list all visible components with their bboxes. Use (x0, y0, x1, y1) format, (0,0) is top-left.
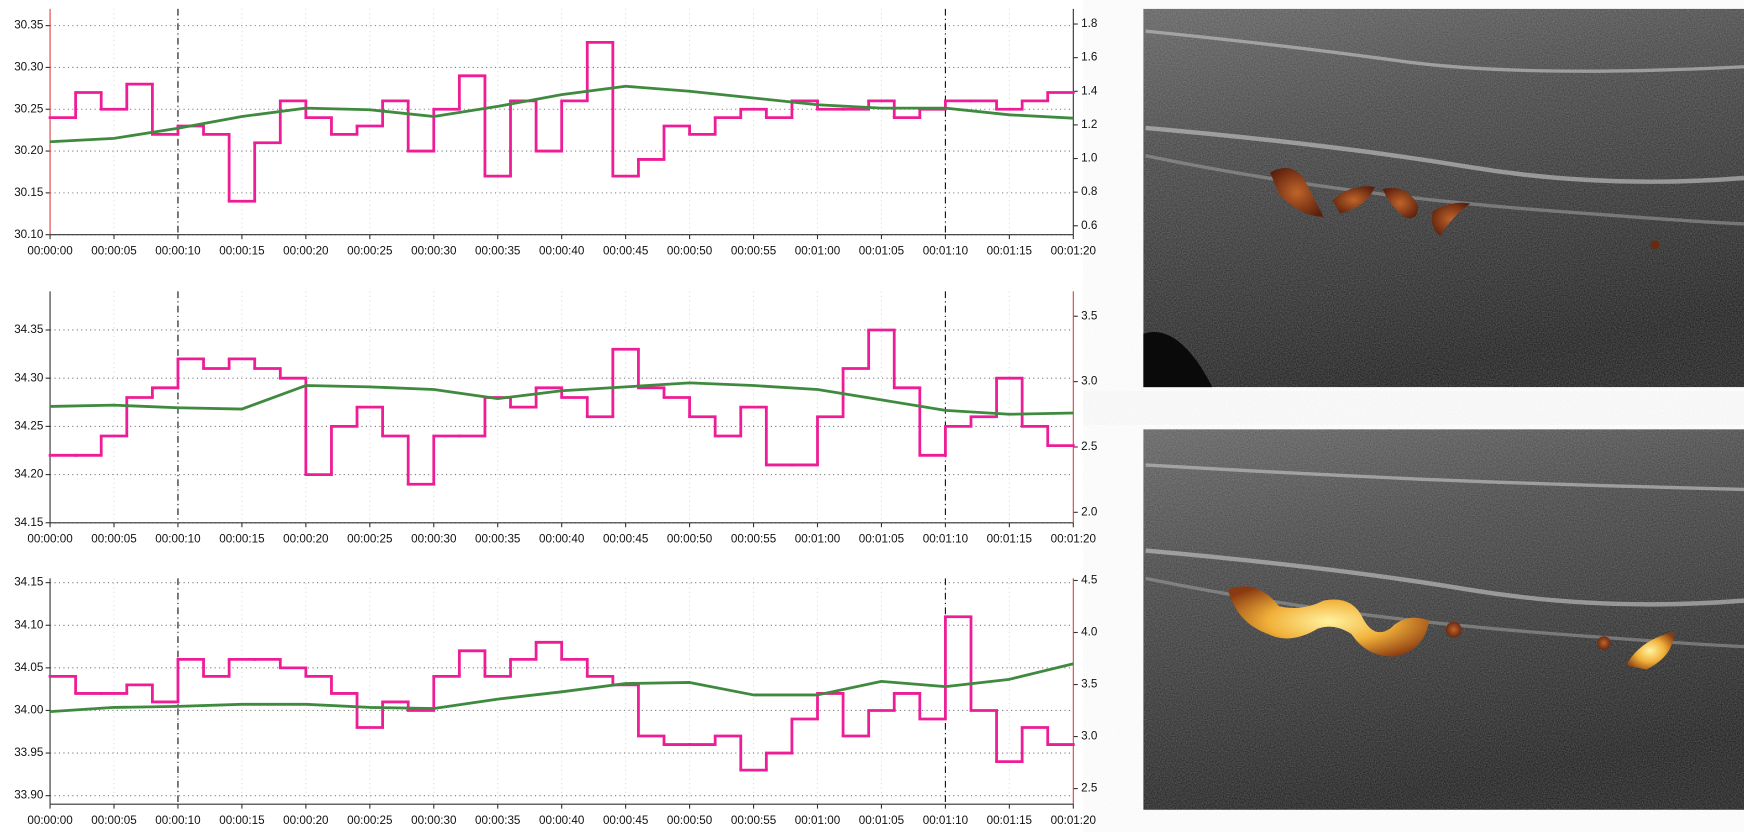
x-tick-label: 00:01:05 (859, 533, 904, 546)
x-tick-label: 00:00:10 (155, 533, 201, 546)
y-tick-label: 33.90 (14, 789, 44, 802)
x-tick-label: 00:01:00 (795, 814, 841, 827)
x-tick-label: 00:00:40 (539, 814, 585, 827)
y-tick-label: 33.95 (14, 746, 43, 759)
x-tick-label: 00:00:20 (283, 244, 329, 257)
x-tick-label: 00:00:10 (155, 244, 201, 257)
x-tick-label: 00:00:55 (731, 533, 776, 546)
x-tick-label: 00:01:15 (987, 814, 1032, 827)
x-tick-label: 00:00:40 (539, 533, 585, 546)
y-tick-label: 34.15 (14, 576, 43, 589)
y-tick-label: 34.35 (14, 323, 43, 336)
x-tick-label: 00:01:10 (923, 533, 969, 546)
x-tick-label: 00:00:55 (731, 244, 776, 257)
x-tick-label: 00:00:35 (475, 244, 520, 257)
x-tick-label: 00:01:15 (987, 533, 1032, 546)
y2-tick-label: 1.4 (1081, 84, 1098, 97)
y2-tick-label: 3.0 (1081, 730, 1098, 743)
y-tick-label: 34.25 (14, 419, 43, 432)
x-tick-label: 00:00:00 (27, 244, 73, 257)
y-tick-label: 30.10 (14, 228, 44, 241)
y2-tick-label: 0.6 (1081, 219, 1097, 232)
x-tick-label: 00:01:20 (1051, 814, 1097, 827)
x-tick-label: 00:00:25 (347, 533, 392, 546)
x-tick-label: 00:01:10 (923, 814, 969, 827)
y2-tick-label: 1.2 (1081, 118, 1097, 131)
x-tick-label: 00:00:05 (91, 244, 136, 257)
x-tick-label: 00:00:20 (283, 814, 329, 827)
y-tick-label: 30.30 (14, 61, 44, 74)
y2-tick-label: 1.8 (1081, 17, 1097, 30)
y-tick-label: 34.30 (14, 371, 44, 384)
x-tick-label: 00:01:05 (859, 244, 904, 257)
x-tick-label: 00:00:05 (91, 814, 136, 827)
y-tick-label: 30.20 (14, 144, 44, 157)
x-tick-label: 00:01:05 (859, 814, 904, 827)
ultrasound-image-bottom (1143, 429, 1744, 809)
x-tick-label: 00:00:15 (219, 533, 264, 546)
y2-tick-label: 0.8 (1081, 185, 1097, 198)
y2-tick-label: 1.0 (1081, 152, 1098, 165)
x-tick-label: 00:01:00 (795, 244, 841, 257)
x-tick-label: 00:00:00 (27, 533, 73, 546)
x-tick-label: 00:00:30 (411, 533, 457, 546)
x-tick-label: 00:00:15 (219, 244, 264, 257)
y2-tick-label: 2.5 (1081, 782, 1097, 795)
x-tick-label: 00:00:30 (411, 814, 457, 827)
y-tick-label: 34.20 (14, 468, 44, 481)
x-tick-label: 00:00:55 (731, 814, 776, 827)
x-tick-label: 00:00:25 (347, 814, 392, 827)
y2-tick-label: 4.0 (1081, 626, 1098, 639)
page: 00:00:00 00:00:05 00:00:10 00:00:15 00:00:20… (0, 0, 1744, 832)
x-tick-label: 00:00:50 (667, 814, 713, 827)
y2-tick-label: 3.5 (1081, 678, 1097, 691)
x-tick-label: 00:01:20 (1051, 244, 1097, 257)
x-tick-label: 00:00:40 (539, 244, 585, 257)
x-tick-label: 00:00:35 (475, 533, 520, 546)
x-tick-label: 00:00:00 (27, 814, 73, 827)
x-tick-label: 00:01:20 (1051, 533, 1097, 546)
y-tick-label: 30.15 (14, 186, 43, 199)
x-tick-label: 00:00:45 (603, 533, 648, 546)
x-tick-label: 00:00:50 (667, 533, 713, 546)
x-tick-label: 00:00:10 (155, 814, 201, 827)
y2-tick-label: 3.0 (1081, 375, 1098, 388)
y2-tick-label: 4.5 (1081, 574, 1097, 587)
x-tick-label: 00:01:15 (987, 244, 1032, 257)
x-tick-label: 00:00:25 (347, 244, 392, 257)
x-tick-label: 00:01:00 (795, 533, 841, 546)
y-tick-label: 34.10 (14, 618, 44, 631)
screen: 00:00:00 00:00:05 00:00:10 00:00:15 00:00:20… (0, 0, 1744, 832)
x-tick-label: 00:00:50 (667, 244, 713, 257)
x-tick-label: 00:00:35 (475, 814, 520, 827)
x-tick-label: 00:00:15 (219, 814, 264, 827)
y-tick-label: 34.05 (14, 661, 43, 674)
x-tick-label: 00:00:45 (603, 814, 648, 827)
y-tick-label: 34.15 (14, 516, 43, 529)
x-tick-label: 00:00:30 (411, 244, 457, 257)
y2-tick-label: 3.5 (1081, 309, 1097, 322)
y2-tick-label: 2.5 (1081, 440, 1097, 453)
x-tick-label: 00:00:20 (283, 533, 329, 546)
y-tick-label: 30.25 (14, 102, 43, 115)
y2-tick-label: 1.6 (1081, 51, 1097, 64)
x-tick-label: 00:01:10 (923, 244, 969, 257)
y-tick-label: 30.35 (14, 19, 43, 32)
y-tick-label: 34.00 (14, 704, 44, 717)
ultrasound-image-top (1143, 9, 1744, 387)
x-tick-label: 00:00:45 (603, 244, 648, 257)
x-tick-label: 00:00:05 (91, 533, 136, 546)
y2-tick-label: 2.0 (1081, 505, 1098, 518)
